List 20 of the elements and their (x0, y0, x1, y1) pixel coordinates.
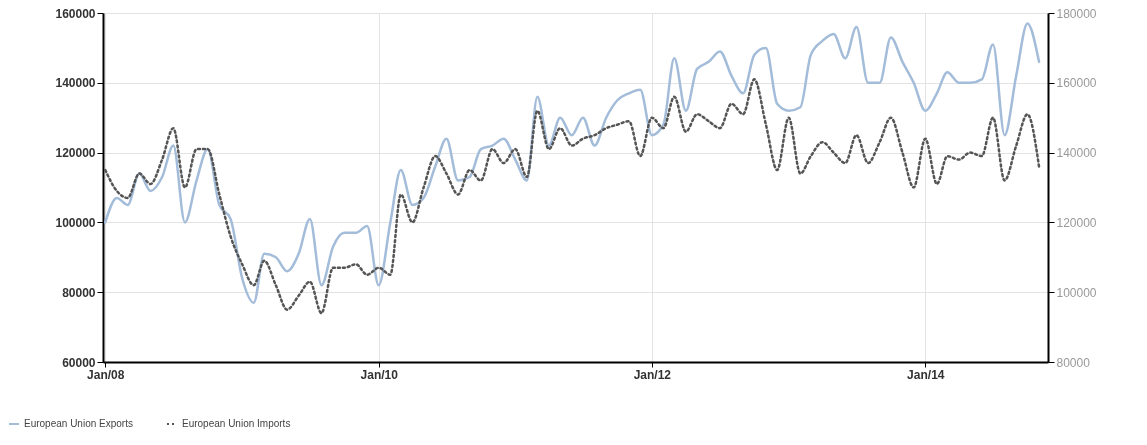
y2-tick-label: 100000 (1056, 285, 1097, 300)
y2-tick-label: 140000 (1056, 146, 1097, 161)
y2-tick-label: 80000 (1056, 355, 1091, 370)
legend-label: European Union Exports (24, 418, 133, 429)
y-tick-label: 120000 (55, 146, 96, 161)
x-tick-label: Jan/14 (907, 367, 945, 382)
y-tick-label: 140000 (55, 76, 96, 91)
x-tick-label: Jan/08 (87, 367, 125, 382)
y-tick-label: 80000 (62, 285, 96, 300)
x-tick-label: Jan/10 (360, 367, 399, 382)
line-series (104, 78, 1041, 315)
y2-tick-label: 160000 (1056, 76, 1097, 91)
y2-tick-label: 180000 (1056, 6, 1097, 21)
legend-label: European Union Imports (182, 418, 291, 429)
line-series (104, 22, 1041, 304)
y-tick-label: 100000 (55, 215, 96, 230)
x-tick-label: Jan/12 (633, 367, 672, 382)
y-tick-label: 160000 (55, 6, 96, 21)
y2-tick-label: 120000 (1056, 215, 1097, 230)
y-tick-label: 60000 (62, 355, 96, 370)
